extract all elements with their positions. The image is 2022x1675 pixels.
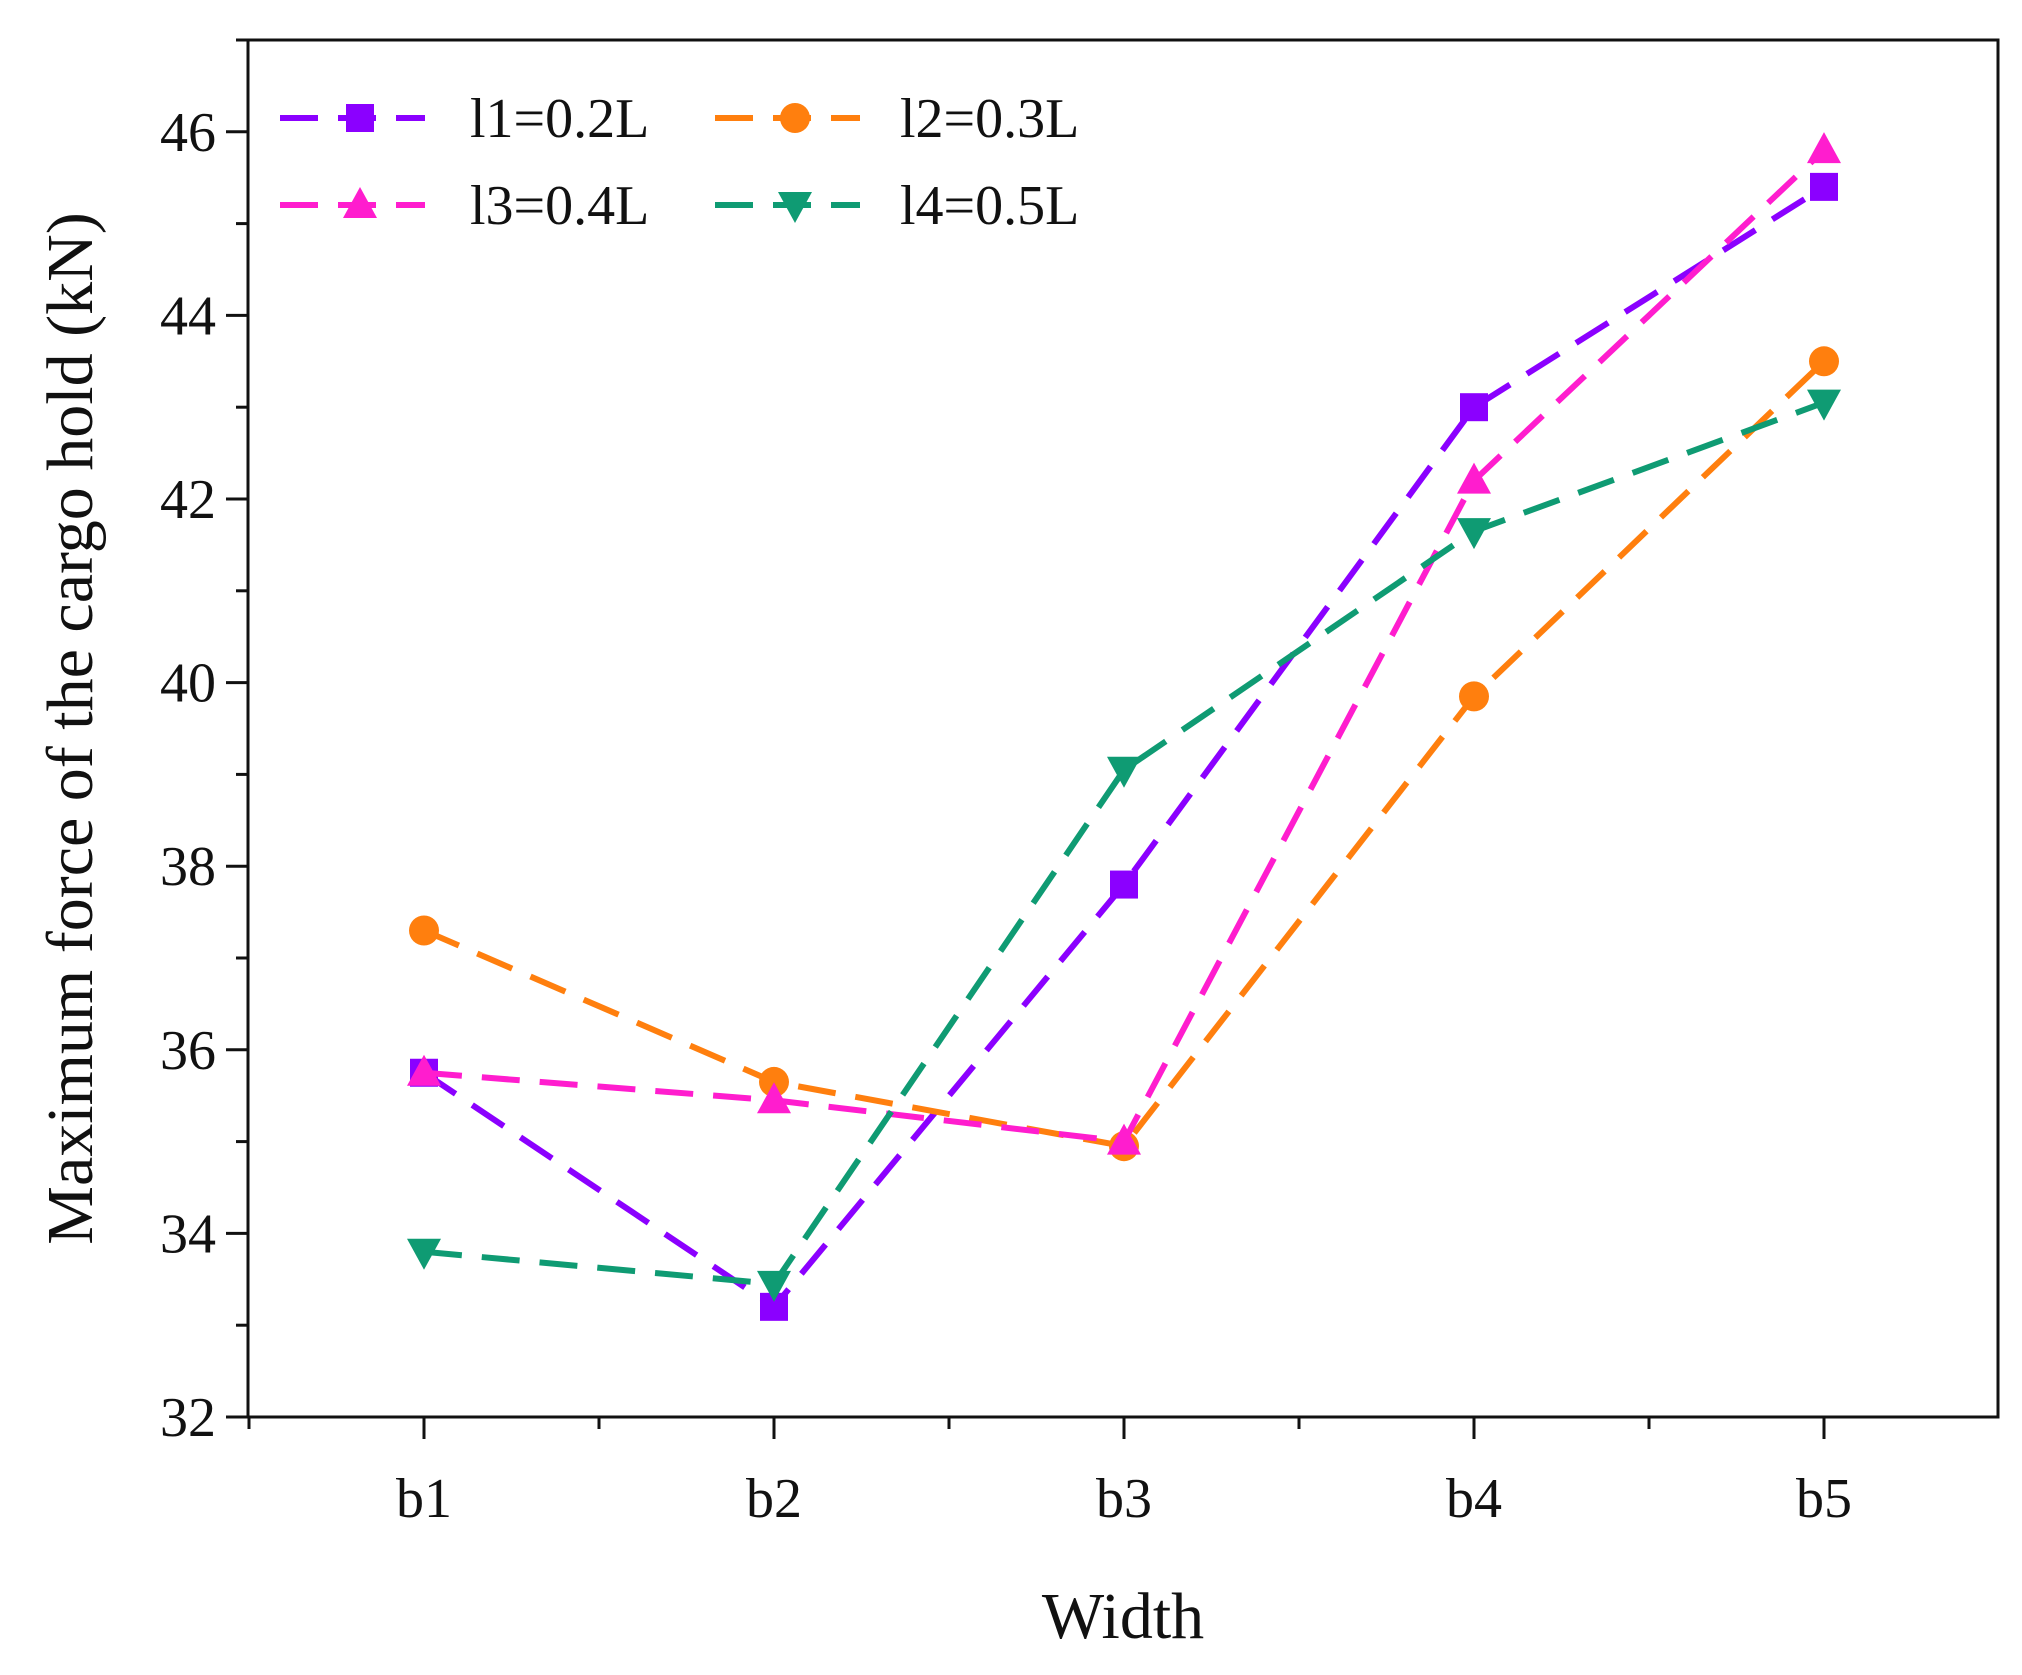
legend-item: l3=0.4L — [280, 175, 649, 237]
y-tick-label: 46 — [160, 102, 216, 164]
y-tick-label: 44 — [160, 285, 216, 347]
x-axis-title: Width — [1042, 1580, 1204, 1653]
data-point — [1809, 346, 1839, 377]
series-4 — [407, 389, 1841, 1302]
legend-item: l2=0.3L — [715, 88, 1079, 150]
legend-marker — [778, 192, 812, 223]
series-2 — [409, 346, 1839, 1162]
x-axis: b1 b2 b3 b4 b5 — [247, 1417, 1852, 1530]
y-tick-label: 32 — [160, 1387, 216, 1449]
legend-marker — [343, 187, 377, 218]
data-point — [1107, 1123, 1141, 1155]
data-point — [407, 1238, 441, 1270]
series-line — [423, 399, 1826, 1287]
x-tick-label: b3 — [1096, 1468, 1152, 1530]
y-tick-label: 36 — [160, 1020, 216, 1082]
legend-marker — [346, 104, 374, 132]
legend-label: l1=0.2L — [470, 88, 649, 150]
series-line — [422, 359, 1827, 1150]
data-point — [409, 915, 439, 946]
data-point — [1459, 681, 1489, 712]
legend-marker — [780, 103, 810, 133]
data-point — [1110, 870, 1138, 899]
legend-item: l1=0.2L — [280, 88, 649, 150]
x-tick-label: b5 — [1796, 1468, 1852, 1530]
series-line — [422, 184, 1826, 1310]
legend-label: l3=0.4L — [470, 175, 649, 237]
series-group — [407, 132, 1841, 1321]
data-point — [757, 1082, 791, 1114]
data-point — [1107, 756, 1141, 788]
data-point — [757, 1270, 791, 1302]
data-point — [1457, 518, 1491, 550]
data-point — [1810, 172, 1838, 201]
data-point — [1460, 393, 1488, 422]
y-tick-label: 38 — [160, 836, 216, 898]
x-tick-label: b4 — [1446, 1468, 1502, 1530]
series-3 — [407, 132, 1841, 1155]
data-point — [1457, 462, 1491, 494]
data-point — [1807, 132, 1841, 164]
y-tick-label: 40 — [160, 653, 216, 715]
y-axis: 32 34 36 38 40 42 44 46 — [160, 38, 248, 1449]
data-point — [1807, 389, 1841, 421]
legend-label: l2=0.3L — [900, 88, 1079, 150]
data-point — [759, 1066, 789, 1097]
legend-item: l4=0.5L — [715, 175, 1079, 237]
plot-frame — [246, 38, 2000, 1419]
legend-label: l4=0.5L — [900, 175, 1079, 237]
x-tick-label: b2 — [746, 1468, 802, 1530]
x-tick-label: b1 — [396, 1468, 452, 1530]
series-line — [423, 147, 1827, 1145]
y-axis-title: Maximum force of the cargo hold (kN) — [34, 212, 107, 1244]
y-tick-label: 34 — [160, 1203, 216, 1265]
legend: l1=0.2L l2=0.3L l3=0.4L l4=0.5L — [280, 88, 1079, 237]
data-point — [407, 1054, 441, 1086]
y-tick-label: 42 — [160, 469, 216, 531]
